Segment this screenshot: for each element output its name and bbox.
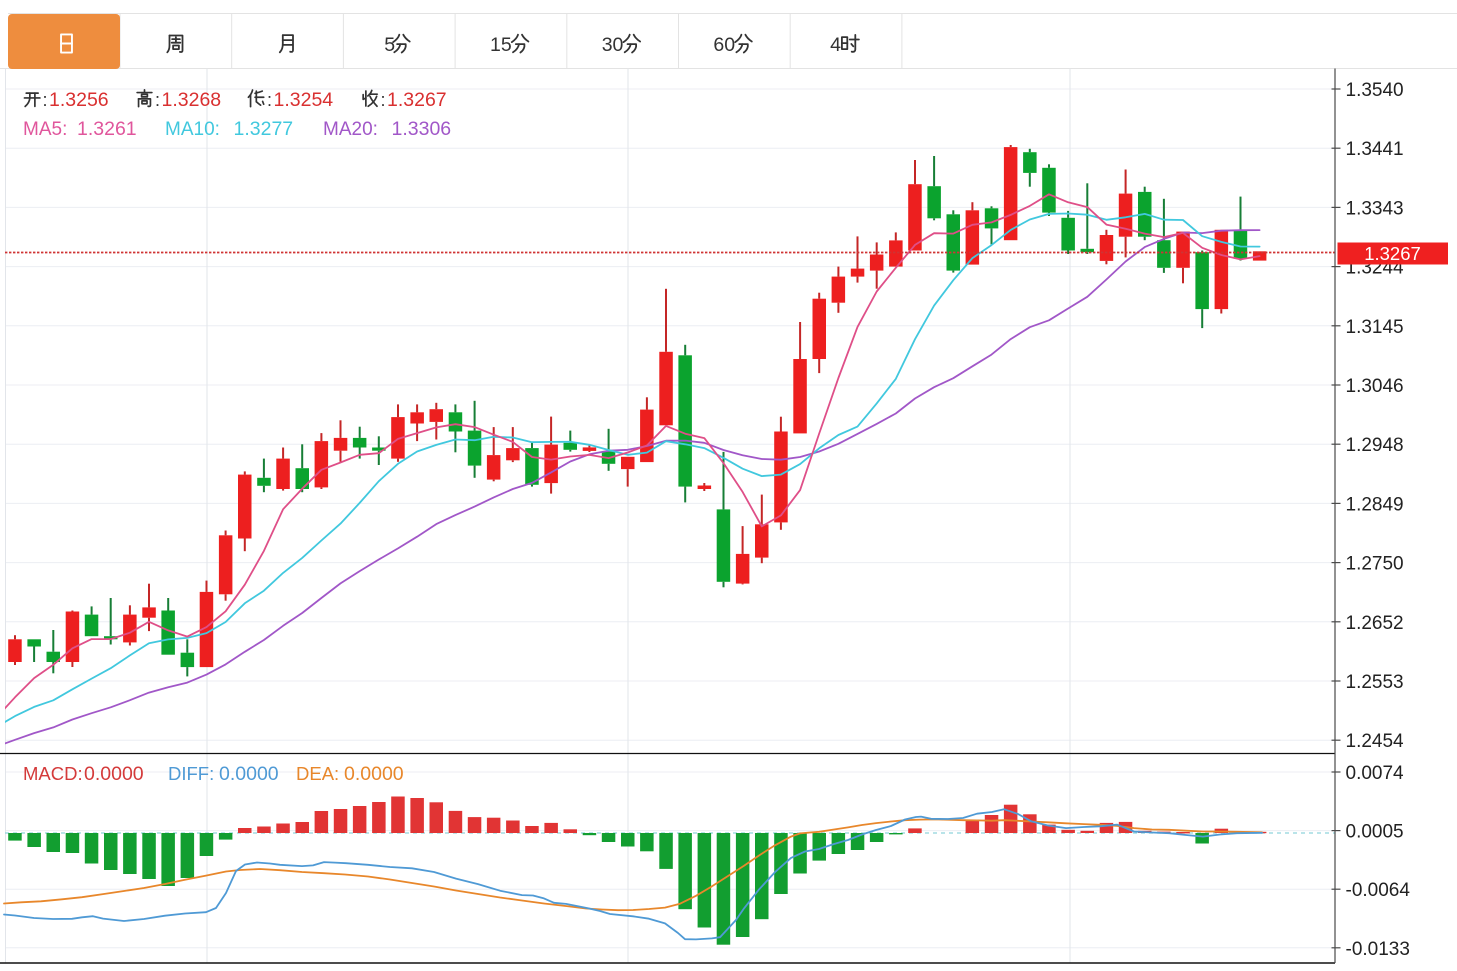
svg-text::: :: [267, 90, 272, 110]
svg-text:0.0000: 0.0000: [344, 763, 404, 785]
svg-text:1.3306: 1.3306: [392, 118, 452, 140]
svg-text::: :: [155, 90, 160, 110]
svg-text:0.0000: 0.0000: [84, 763, 144, 785]
svg-text:1.2652: 1.2652: [1346, 613, 1404, 634]
svg-text:-0.0133: -0.0133: [1346, 939, 1410, 960]
svg-text:1.3267: 1.3267: [1364, 243, 1421, 264]
svg-text:60: 60: [713, 34, 735, 56]
svg-text:1.3261: 1.3261: [77, 118, 137, 140]
svg-text:-0.0064: -0.0064: [1346, 880, 1411, 901]
svg-text:DIFF:: DIFF:: [168, 763, 214, 784]
svg-text:MA10:: MA10:: [165, 119, 220, 140]
svg-text:0.0074: 0.0074: [1346, 763, 1405, 784]
svg-text:DEA:: DEA:: [296, 763, 339, 784]
svg-text:1.2454: 1.2454: [1346, 731, 1405, 752]
svg-text:1.3540: 1.3540: [1346, 80, 1404, 101]
svg-text:1.3145: 1.3145: [1346, 317, 1404, 338]
svg-text:0.0005: 0.0005: [1346, 822, 1404, 843]
svg-text:1.3277: 1.3277: [234, 118, 294, 140]
svg-text:0.0000: 0.0000: [219, 763, 279, 785]
svg-text:1.2553: 1.2553: [1346, 672, 1404, 693]
svg-text:15: 15: [490, 34, 512, 56]
svg-text:1.3267: 1.3267: [387, 89, 447, 111]
svg-text::: :: [381, 90, 386, 110]
svg-text:1.3046: 1.3046: [1346, 376, 1404, 397]
svg-text:1.2948: 1.2948: [1346, 435, 1404, 456]
svg-text:1.2750: 1.2750: [1346, 554, 1404, 575]
svg-text:MACD:: MACD:: [23, 763, 83, 784]
svg-text:5: 5: [384, 34, 395, 56]
svg-text:1.3441: 1.3441: [1346, 139, 1404, 160]
svg-text:4: 4: [830, 34, 841, 56]
svg-text:MA5:: MA5:: [23, 119, 67, 140]
svg-text:1.3254: 1.3254: [274, 89, 334, 111]
svg-text:MA20:: MA20:: [323, 119, 378, 140]
svg-text:1.3268: 1.3268: [162, 89, 222, 111]
svg-text:1.3256: 1.3256: [49, 89, 109, 111]
svg-text:1.3343: 1.3343: [1346, 198, 1404, 219]
svg-text:30: 30: [602, 34, 624, 56]
svg-text:1.2849: 1.2849: [1346, 494, 1404, 515]
svg-text::: :: [43, 90, 48, 110]
